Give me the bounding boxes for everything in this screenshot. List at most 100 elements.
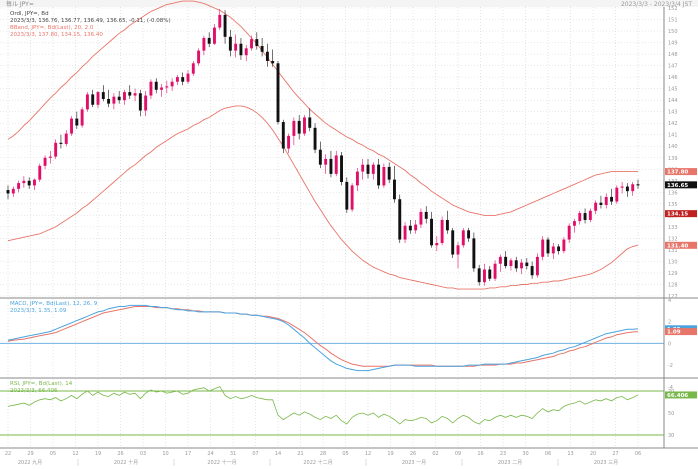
price-tick-label: 148 xyxy=(668,52,678,58)
candle-up xyxy=(175,77,179,82)
candle-down xyxy=(488,269,492,279)
candle-down xyxy=(59,142,63,144)
price-legend: Ordl, JPY=, Bd 2023/3/3, 136.76, 136.77,… xyxy=(10,11,171,38)
price-tick-label: 151 xyxy=(668,18,678,24)
rsi-tick-label: 50 xyxy=(668,411,674,417)
price-pane[interactable] xyxy=(0,0,664,297)
price-tick-label: 136 xyxy=(668,190,678,196)
window-date-range: 2023/3/3 - 2023/3/4 JST xyxy=(621,1,692,8)
rsi-tag-bg xyxy=(665,391,697,399)
candle-down xyxy=(297,120,301,134)
price-tick-label: 129 xyxy=(668,271,678,277)
time-month-label: 2022 十一月 xyxy=(207,459,236,466)
candle-down xyxy=(27,180,31,186)
candle-up xyxy=(17,183,21,189)
price-axis: 152 151 150 149 148 147 146 145 144 143 142 141 140 1… xyxy=(668,6,678,300)
time-axis: 22 29 05 12 19 26 03 10 17 24 31 07 14 21 28 05 12 19 26 02… xyxy=(5,451,641,466)
candle-down xyxy=(154,81,158,90)
candle-down xyxy=(117,96,121,101)
candle-up xyxy=(594,202,598,211)
candle-up xyxy=(133,93,137,96)
candle-down xyxy=(557,246,561,252)
time-month-label: 2022 十月 xyxy=(114,459,138,466)
candle-down xyxy=(530,266,534,276)
candle-down xyxy=(271,60,275,64)
candle-down xyxy=(313,127,317,150)
candle-down xyxy=(477,268,481,283)
signal-tag: 1.09 xyxy=(667,330,681,336)
candle-up xyxy=(334,155,338,174)
candle-down xyxy=(265,51,269,61)
candle-up xyxy=(350,185,354,210)
candle-down xyxy=(91,94,95,105)
candle-up xyxy=(620,186,624,188)
candle-up xyxy=(324,158,328,165)
time-month-label: 2023 二月 xyxy=(498,460,522,466)
candle-up xyxy=(631,184,635,192)
macd-tick-label: 4 xyxy=(668,298,671,304)
time-tick-label: 24 xyxy=(207,451,213,457)
time-tick-label: 17 xyxy=(185,451,191,457)
candle-up xyxy=(461,230,465,246)
candle-up xyxy=(355,171,359,186)
candle-up xyxy=(213,27,216,44)
candle-down xyxy=(345,181,349,210)
bband-legend-values: 2023/3/3, 137.80, 134.15, 136.40 xyxy=(10,32,103,38)
rsi-pane[interactable] xyxy=(0,379,664,447)
time-tick-label: 10 xyxy=(162,451,168,457)
candle-down xyxy=(228,36,232,51)
candle-up xyxy=(562,239,566,252)
candle-up xyxy=(160,87,163,90)
price-tag-middle-bg xyxy=(665,210,697,218)
candle-up xyxy=(11,188,15,194)
candle-down xyxy=(276,63,280,123)
time-tick-label: 26 xyxy=(117,451,123,457)
price-legend-series: Ordl, JPY=, Bd xyxy=(10,11,49,17)
price-tick-label: 143 xyxy=(668,110,678,116)
time-tick-label: 12 xyxy=(365,451,371,457)
candle-up xyxy=(483,269,486,283)
price-grid xyxy=(0,7,664,297)
candle-down xyxy=(101,92,105,100)
price-tag-last-bg xyxy=(665,181,697,189)
macd-tick-label: 2 xyxy=(668,320,671,326)
title-bar xyxy=(0,0,698,7)
candle-up xyxy=(578,213,582,222)
candle-up xyxy=(588,210,592,220)
price-tag-last: 136.65 xyxy=(667,183,688,189)
candle-down xyxy=(318,149,322,165)
rsi-series xyxy=(7,386,639,425)
candle-up xyxy=(419,211,423,225)
macd-pane[interactable] xyxy=(0,299,664,377)
price-tick-label: 150 xyxy=(668,29,678,35)
candle-down xyxy=(223,14,227,37)
candle-down xyxy=(181,77,185,82)
candle-up xyxy=(573,221,576,226)
candle-up xyxy=(567,225,571,240)
candle-up xyxy=(70,118,73,134)
candle-up xyxy=(303,117,306,134)
time-tick-label: 09 xyxy=(455,451,461,457)
time-tick-label: 22 xyxy=(5,451,11,457)
candle-down xyxy=(445,219,449,231)
candle-up xyxy=(604,196,608,205)
candle-up xyxy=(64,133,68,144)
time-tick-label: 19 xyxy=(387,451,393,457)
candle-up xyxy=(22,180,26,184)
price-tick-label: 144 xyxy=(668,98,678,104)
candle-down xyxy=(424,211,428,219)
signal-tag-bg xyxy=(665,328,697,336)
candle-up xyxy=(186,73,190,82)
time-tick-label: 23 xyxy=(500,451,506,457)
candle-down xyxy=(636,184,640,186)
candle-down xyxy=(599,202,603,205)
candle-down xyxy=(451,230,455,255)
price-tick-label: 140 xyxy=(668,144,678,150)
candle-down xyxy=(366,164,370,174)
candle-up xyxy=(244,48,248,56)
price-tick-label: 133 xyxy=(668,225,678,231)
time-tick-label: 29 xyxy=(27,451,33,457)
candle-down xyxy=(138,93,142,111)
